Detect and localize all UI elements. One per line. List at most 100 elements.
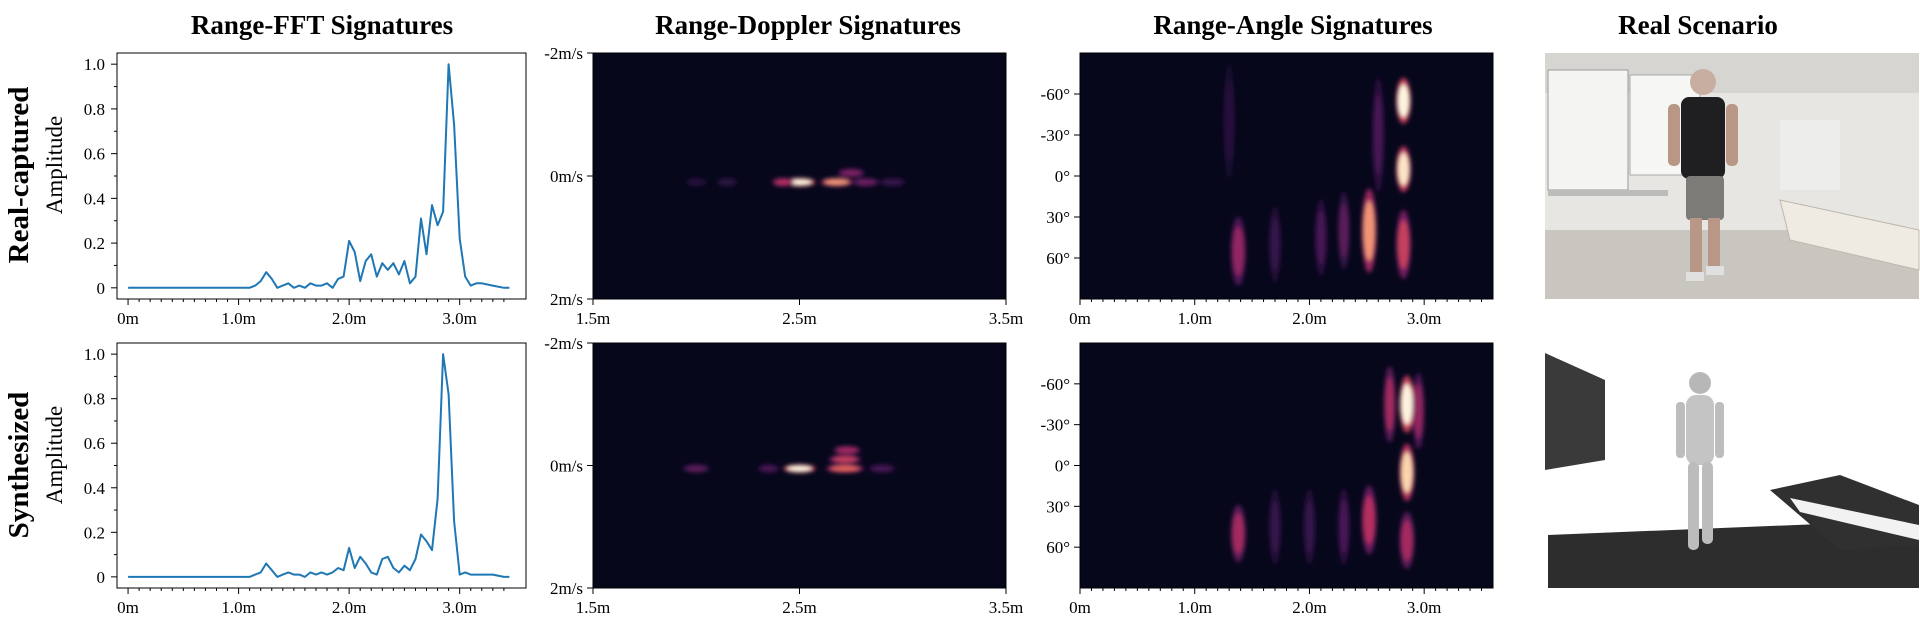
heatmap-blob — [687, 179, 705, 186]
heatmap-blob — [855, 179, 876, 186]
range-doppler-real-panel: 1.5m 2.5m 3.5m -2m/s 0m/s 2m/s — [544, 44, 1023, 328]
heatmap-blob — [1397, 84, 1410, 118]
x-tick-label: 0m — [117, 309, 139, 328]
y-tick-label: 0.2 — [84, 523, 105, 542]
y-tick-label: 0m/s — [550, 167, 583, 186]
heatmap-background — [593, 53, 1006, 299]
y-tick-label: 60° — [1046, 538, 1070, 557]
y-tick-label: -30° — [1041, 126, 1070, 145]
y-tick-label: 0° — [1055, 457, 1070, 476]
heatmap-blob — [1270, 217, 1280, 272]
y-tick-label: -2m/s — [544, 44, 583, 63]
x-tick-label: 3.0m — [1407, 309, 1441, 328]
heatmap-blob — [787, 179, 812, 186]
x-tick-label: 1.0m — [221, 309, 255, 328]
heatmap-blob — [1339, 499, 1349, 554]
row-label-real-captured: Real-captured — [3, 87, 35, 264]
heatmap-blob — [882, 179, 903, 186]
heatmap-blob — [1316, 210, 1326, 265]
x-tick-label: 1.0m — [1177, 309, 1211, 328]
y-tick-label: -30° — [1041, 416, 1070, 435]
heatmap-blob — [832, 456, 858, 463]
heatmap-blob — [1363, 495, 1375, 545]
plot-frame — [116, 52, 527, 300]
x-tick-label: 3.0m — [442, 309, 476, 328]
heatmap-blob — [824, 179, 850, 186]
x-tick-label: 1.5m — [576, 598, 610, 617]
synthesized-scene-render — [1545, 343, 1919, 588]
x-tick-label: 1.0m — [221, 598, 255, 617]
heatmap-blob — [787, 465, 812, 472]
y-tick-label: 1.0 — [84, 55, 105, 74]
heatmap-blob — [836, 447, 858, 454]
x-tick-label: 3.0m — [442, 598, 476, 617]
heatmap-blob — [1397, 152, 1410, 186]
y-tick-label: 2m/s — [550, 579, 583, 598]
heatmap-background — [1080, 53, 1493, 299]
y-tick-label: 0.8 — [84, 100, 105, 119]
plot-frame — [116, 342, 527, 589]
y-tick-label: 1.0 — [84, 345, 105, 364]
x-tick-label: 2.0m — [1292, 309, 1326, 328]
x-tick-label: 3.0m — [1407, 598, 1441, 617]
y-tick-label: 0.2 — [84, 234, 105, 253]
heatmap-blob — [1401, 383, 1413, 425]
heatmap-blob — [1232, 226, 1245, 276]
y-tick-label: 30° — [1046, 208, 1070, 227]
column-title-range-doppler: Range-Doppler Signatures — [655, 10, 961, 40]
heatmap-blob — [1401, 519, 1413, 561]
y-tick-label: 0.6 — [84, 434, 105, 453]
y-tick-label: 60° — [1046, 249, 1070, 268]
heatmap-blob — [871, 465, 893, 472]
x-tick-label: 3.5m — [989, 309, 1023, 328]
x-tick-label: 2.5m — [782, 598, 816, 617]
y-tick-label: 0.8 — [84, 390, 105, 409]
range-angle-synth-panel: 0m 1.0m 2.0m 3.0m -60° -30° 0° 30° 60° — [1041, 342, 1494, 617]
y-tick-label: 30° — [1046, 497, 1070, 516]
heatmap-blob — [774, 179, 792, 186]
heatmap-blob — [1401, 451, 1413, 493]
series-line — [128, 63, 510, 289]
range-doppler-synth-panel: 1.5m 2.5m 3.5m -2m/s 0m/s 2m/s — [544, 334, 1023, 617]
y-tick-label: 0.6 — [84, 145, 105, 164]
y-tick-label: 0m/s — [550, 457, 583, 476]
x-tick-label: 2.0m — [332, 309, 366, 328]
range-fft-real-panel: Amplitude 0 0.2 0.4 0.6 0.8 1.0 0m 1.0m 2.0m 3.0m — [42, 52, 527, 328]
plot-frame — [1079, 342, 1494, 589]
heatmap-blob — [1270, 499, 1280, 554]
x-tick-label: 0m — [1069, 598, 1091, 617]
heatmap-blob — [685, 465, 707, 472]
y-tick-label: -60° — [1041, 85, 1070, 104]
x-tick-label: 0m — [1069, 309, 1091, 328]
plot-frame — [592, 342, 1007, 589]
heatmap-blob — [1385, 377, 1395, 432]
x-tick-label: 1.0m — [1177, 598, 1211, 617]
range-angle-real-panel: 0m 1.0m 2.0m 3.0m -60° -30° 0° 30° 60° — [1041, 52, 1494, 328]
column-title-range-angle: Range-Angle Signatures — [1153, 10, 1432, 40]
y-tick-label: 2m/s — [550, 290, 583, 309]
x-tick-label: 2.0m — [332, 598, 366, 617]
heatmap-blob — [718, 179, 736, 186]
heatmap-blob — [840, 169, 862, 176]
plot-frame — [1079, 52, 1494, 300]
x-tick-label: 2.0m — [1292, 598, 1326, 617]
heatmap-blob — [830, 465, 860, 472]
x-tick-label: 1.5m — [576, 309, 610, 328]
heatmap-background — [1080, 343, 1493, 588]
y-tick-label: 0.4 — [84, 479, 106, 498]
heatmap-blob — [1397, 219, 1410, 269]
y-tick-label: 0.4 — [84, 189, 106, 208]
column-title-real-scenario: Real Scenario — [1618, 10, 1778, 40]
heatmap-blob — [1363, 200, 1375, 261]
x-tick-label: 0m — [117, 598, 139, 617]
x-tick-label: 3.5m — [989, 598, 1023, 617]
plot-frame — [592, 52, 1007, 300]
y-tick-label: -2m/s — [544, 334, 583, 353]
heatmap-blob — [1224, 80, 1234, 163]
y-tick-label: 0° — [1055, 167, 1070, 186]
y-tick-label: -60° — [1041, 375, 1070, 394]
y-axis-label: Amplitude — [42, 116, 67, 214]
heatmap-blob — [1232, 513, 1245, 554]
heatmap-blob — [1339, 203, 1349, 258]
